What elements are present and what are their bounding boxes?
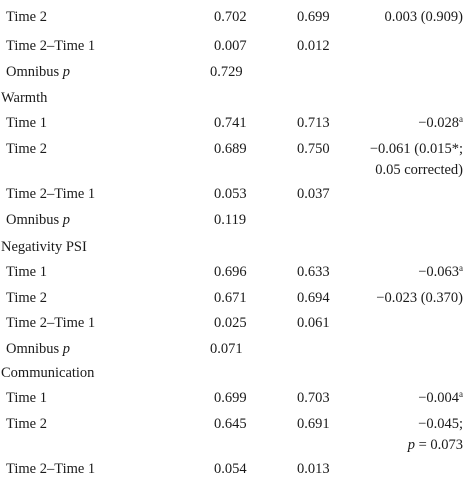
cell-col3: 0.003 (0.909) [384, 9, 463, 25]
cell-col2: 0.691 [297, 416, 330, 432]
p-symbol: p [62, 64, 71, 80]
row-label: Time 2–Time 1 [6, 461, 96, 477]
row-label: Time 1 [6, 115, 47, 131]
cell-col3: −0.004a [418, 390, 463, 407]
cell-col3-line2: p = 0.073 [408, 437, 463, 454]
row-label: Time 2 [6, 290, 47, 306]
cell-value: = 0.073 [414, 437, 463, 453]
cell-col1: 0.007 [214, 38, 247, 54]
cell-col3: −0.023 (0.370) [376, 290, 463, 306]
omnibus-text: Omnibus [6, 64, 60, 80]
row-label: Time 1 [6, 390, 47, 406]
row-label: Time 2–Time 1 [6, 38, 96, 54]
cell-col3: −0.028a [418, 115, 463, 132]
cell-col1: 0.671 [214, 290, 247, 306]
cell-col3-line2: 0.05 corrected) [375, 162, 463, 178]
cell-col1: 0.699 [214, 390, 247, 406]
row-label: Time 1 [6, 264, 47, 280]
row-label: Time 2 [6, 141, 47, 157]
cell-col2: 0.694 [297, 290, 330, 306]
cell-col2: 0.012 [297, 38, 330, 54]
cell-col3-line1: −0.061 (0.015*; [369, 141, 463, 157]
row-label: Omnibus p [6, 212, 70, 229]
cell-col1: 0.729 [210, 64, 243, 80]
section-heading: Negativity PSI [1, 239, 87, 255]
cell-col1: 0.702 [214, 9, 247, 25]
cell-col2: 0.750 [297, 141, 330, 157]
cell-col1: 0.696 [214, 264, 247, 280]
row-label: Omnibus p [6, 341, 70, 358]
p-symbol: p [62, 341, 71, 357]
row-label: Time 2 [6, 416, 47, 432]
cell-value: −0.028 [418, 115, 459, 131]
cell-col1: 0.119 [214, 212, 247, 228]
cell-col2: 0.699 [297, 9, 330, 25]
cell-col3: −0.063a [418, 264, 463, 281]
cell-col1: 0.645 [214, 416, 247, 432]
cell-col2: 0.061 [297, 315, 330, 331]
row-label: Time 2 [6, 9, 47, 25]
cell-col1: 0.054 [214, 461, 247, 477]
cell-col1: 0.025 [214, 315, 247, 331]
cell-col1: 0.689 [214, 141, 247, 157]
section-heading: Communication [1, 365, 95, 381]
cell-col1: 0.071 [210, 341, 243, 357]
footnote-marker: a [459, 389, 463, 399]
cell-col2: 0.703 [297, 390, 330, 406]
cell-col1: 0.053 [214, 186, 247, 202]
footnote-marker: a [459, 114, 463, 124]
row-label: Omnibus p [6, 64, 70, 81]
cell-value: −0.063 [418, 264, 459, 280]
omnibus-text: Omnibus [6, 212, 60, 228]
cell-col2: 0.633 [297, 264, 330, 280]
cell-col3-line1: −0.045; [418, 416, 463, 432]
cell-value: −0.004 [418, 390, 459, 406]
row-label: Time 2–Time 1 [6, 186, 96, 202]
section-heading: Warmth [1, 90, 48, 106]
cell-col2: 0.013 [297, 461, 330, 477]
cell-col2: 0.713 [297, 115, 330, 131]
p-symbol: p [407, 437, 415, 453]
omnibus-text: Omnibus [6, 341, 60, 357]
cell-col2: 0.037 [297, 186, 330, 202]
cell-col1: 0.741 [214, 115, 247, 131]
p-symbol: p [62, 212, 71, 228]
row-label: Time 2–Time 1 [6, 315, 96, 331]
footnote-marker: a [459, 263, 463, 273]
